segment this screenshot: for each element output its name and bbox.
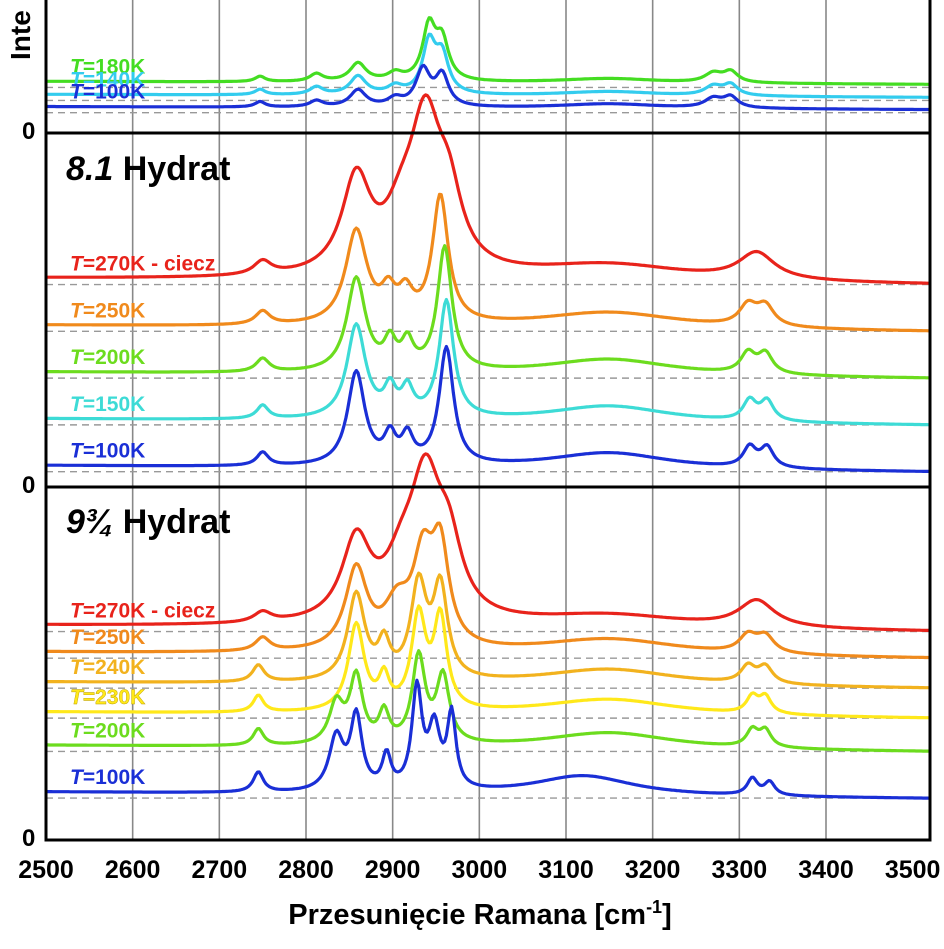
- series-line-2-2: [46, 571, 930, 690]
- series-label-2-2: T=240K: [70, 656, 145, 679]
- panel-frame-2: [44, 485, 932, 842]
- x-tick-label-3300: 3300: [712, 856, 768, 884]
- x-tick-label-3200: 3200: [625, 856, 681, 884]
- series-line-2-3: [46, 604, 931, 720]
- series-label-1-4: T=100K: [70, 440, 145, 463]
- series-label-1-1: T=250K: [70, 299, 145, 322]
- x-tick-label-3100: 3100: [538, 856, 594, 884]
- series-line-0-0: [46, 16, 930, 86]
- series-line-1-3: [46, 297, 930, 427]
- panel-title-1: 8.1 Hydrat: [66, 150, 230, 188]
- x-tick-label-2900: 2900: [365, 856, 421, 884]
- series-line-2-5: [46, 678, 930, 800]
- x-tick-label-3400: 3400: [798, 856, 854, 884]
- series-label-0-2: T=100K: [70, 81, 145, 104]
- y-axis-label: Inte: [5, 10, 36, 60]
- series-line-1-2: [46, 244, 930, 380]
- x-axis-label: Przesunięcie Ramana [cm-1]: [288, 897, 672, 931]
- series-label-1-0: T=270K - ciecz: [70, 253, 215, 276]
- series-line-0-1: [46, 32, 930, 99]
- series-line-2-4: [46, 649, 931, 753]
- series-line-2-0: [46, 452, 931, 633]
- x-tick-label-2500: 2500: [18, 856, 74, 884]
- x-tick-label-2600: 2600: [105, 856, 161, 884]
- panel-934: 9¾ Hydrat 0 T=270K - ciecz T=250K T=240K T=23…: [22, 452, 932, 852]
- series-label-2-3: T=230K: [70, 686, 145, 709]
- x-tick-label-3000: 3000: [452, 856, 508, 884]
- series-label-0-0: T=180K: [70, 55, 145, 78]
- x-tick-label-3500: 3500: [885, 856, 941, 884]
- series-line-1-1: [46, 192, 930, 333]
- zero-label-1: 0: [22, 472, 35, 499]
- x-tick-label-2700: 2700: [192, 856, 248, 884]
- series-line-2-1: [46, 521, 931, 660]
- series-label-0-1: T=140K: [70, 68, 145, 91]
- zero-label-0: 0: [22, 118, 35, 145]
- series-line-0-2: [46, 63, 930, 112]
- panel-title-2: 9¾ Hydrat: [66, 503, 230, 541]
- series-label-2-5: T=100K: [70, 766, 145, 789]
- series-label-1-2: T=200K: [70, 346, 145, 369]
- panel-81: 8.1 Hydrat 0 T=270K - ciecz T=250K T=200K T=1…: [22, 93, 932, 499]
- x-tick-label-2800: 2800: [278, 856, 334, 884]
- series-label-2-0: T=270K - ciecz: [70, 600, 215, 623]
- series-label-2-4: T=200K: [70, 719, 145, 742]
- series-label-2-1: T=250K: [70, 626, 145, 649]
- zero-label-2: 0: [22, 825, 35, 852]
- series-label-1-3: T=150K: [70, 393, 145, 416]
- series-line-1-0: [46, 93, 930, 285]
- series-line-1-4: [46, 344, 931, 474]
